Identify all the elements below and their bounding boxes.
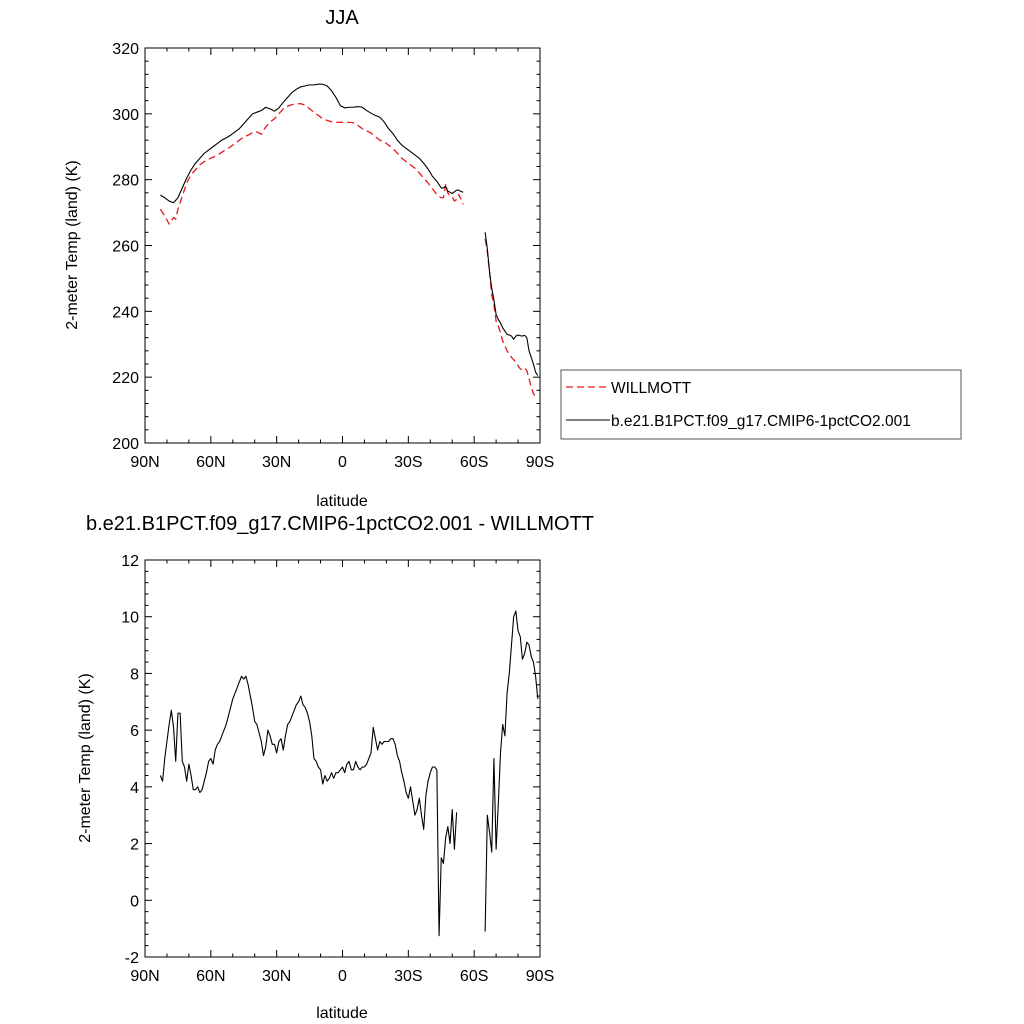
y-tick-label: 4 <box>130 780 139 797</box>
series-line-b-e21-b1pct-f09-g17-cmip6-1pctco2-001 <box>160 83 464 204</box>
series-line-difference <box>159 675 458 937</box>
y-tick-label: 260 <box>112 239 139 256</box>
chart-title: b.e21.B1PCT.f09_g17.CMIP6-1pctCO2.001 - … <box>86 513 594 535</box>
temperature-chart: JJA 90N 60N 30N 0 30S 60S 90S 200 220 240 260 280 3… <box>64 7 962 510</box>
y-axis-label: 2-meter Temp (land) (K) <box>77 673 94 843</box>
y-tick-label: 280 <box>112 173 139 190</box>
series-lines <box>159 83 539 398</box>
legend-box <box>560 369 962 440</box>
legend-label-willmott: WILLMOTT <box>611 380 692 397</box>
x-tick-labels: 90N 60N 30N 0 30S 60S 90S <box>130 454 554 471</box>
y-tick-label: 0 <box>130 893 139 910</box>
x-tick-label: 60N <box>196 968 225 985</box>
difference-chart: b.e21.B1PCT.f09_g17.CMIP6-1pctCO2.001 - … <box>77 513 594 1022</box>
series-line-willmott <box>484 238 538 398</box>
x-tick-label: 60S <box>460 454 488 471</box>
y-tick-label: 12 <box>121 553 139 570</box>
x-tick-label: 60N <box>196 454 225 471</box>
x-axis-label: latitude <box>316 493 368 510</box>
tick-marks <box>144 559 541 958</box>
y-tick-label: 2 <box>130 837 139 854</box>
chart-title: JJA <box>325 7 359 29</box>
x-axis-label: latitude <box>316 1005 368 1022</box>
x-tick-label: 30N <box>262 968 291 985</box>
x-tick-label: 90S <box>526 968 554 985</box>
x-tick-label: 60S <box>460 968 488 985</box>
y-tick-label: 8 <box>130 666 139 683</box>
y-axis-label: 2-meter Temp (land) (K) <box>64 160 81 330</box>
plot-frame <box>144 47 541 444</box>
y-tick-labels: -2 0 2 4 6 8 10 12 <box>121 553 139 967</box>
x-tick-label: 90N <box>130 454 159 471</box>
y-tick-label: 320 <box>112 41 139 58</box>
y-tick-label: -2 <box>125 950 139 967</box>
series-line-b-e21-b1pct-f09-g17-cmip6-1pctco2-001 <box>484 232 539 376</box>
series-line-willmott <box>159 102 464 225</box>
legend-label-model: b.e21.B1PCT.f09_g17.CMIP6-1pctCO2.001 <box>611 413 911 430</box>
x-tick-label: 0 <box>338 454 347 471</box>
y-tick-label: 200 <box>112 436 139 453</box>
plot-frame <box>144 559 541 958</box>
y-tick-label: 10 <box>121 610 139 627</box>
x-tick-label: 30S <box>394 968 422 985</box>
x-tick-label: 0 <box>338 968 347 985</box>
y-tick-labels: 200 220 240 260 280 300 320 <box>112 41 139 453</box>
x-tick-labels: 90N 60N 30N 0 30S 60S 90S <box>130 968 554 985</box>
y-tick-label: 240 <box>112 304 139 321</box>
series-line-difference <box>484 610 539 932</box>
x-tick-label: 90N <box>130 968 159 985</box>
x-tick-label: 90S <box>526 454 554 471</box>
y-tick-label: 300 <box>112 107 139 124</box>
series-lines <box>159 610 539 937</box>
x-tick-label: 30S <box>394 454 422 471</box>
x-tick-label: 30N <box>262 454 291 471</box>
y-tick-label: 6 <box>130 723 139 740</box>
y-tick-label: 220 <box>112 370 139 387</box>
legend: WILLMOTT b.e21.B1PCT.f09_g17.CMIP6-1pctC… <box>560 369 962 440</box>
